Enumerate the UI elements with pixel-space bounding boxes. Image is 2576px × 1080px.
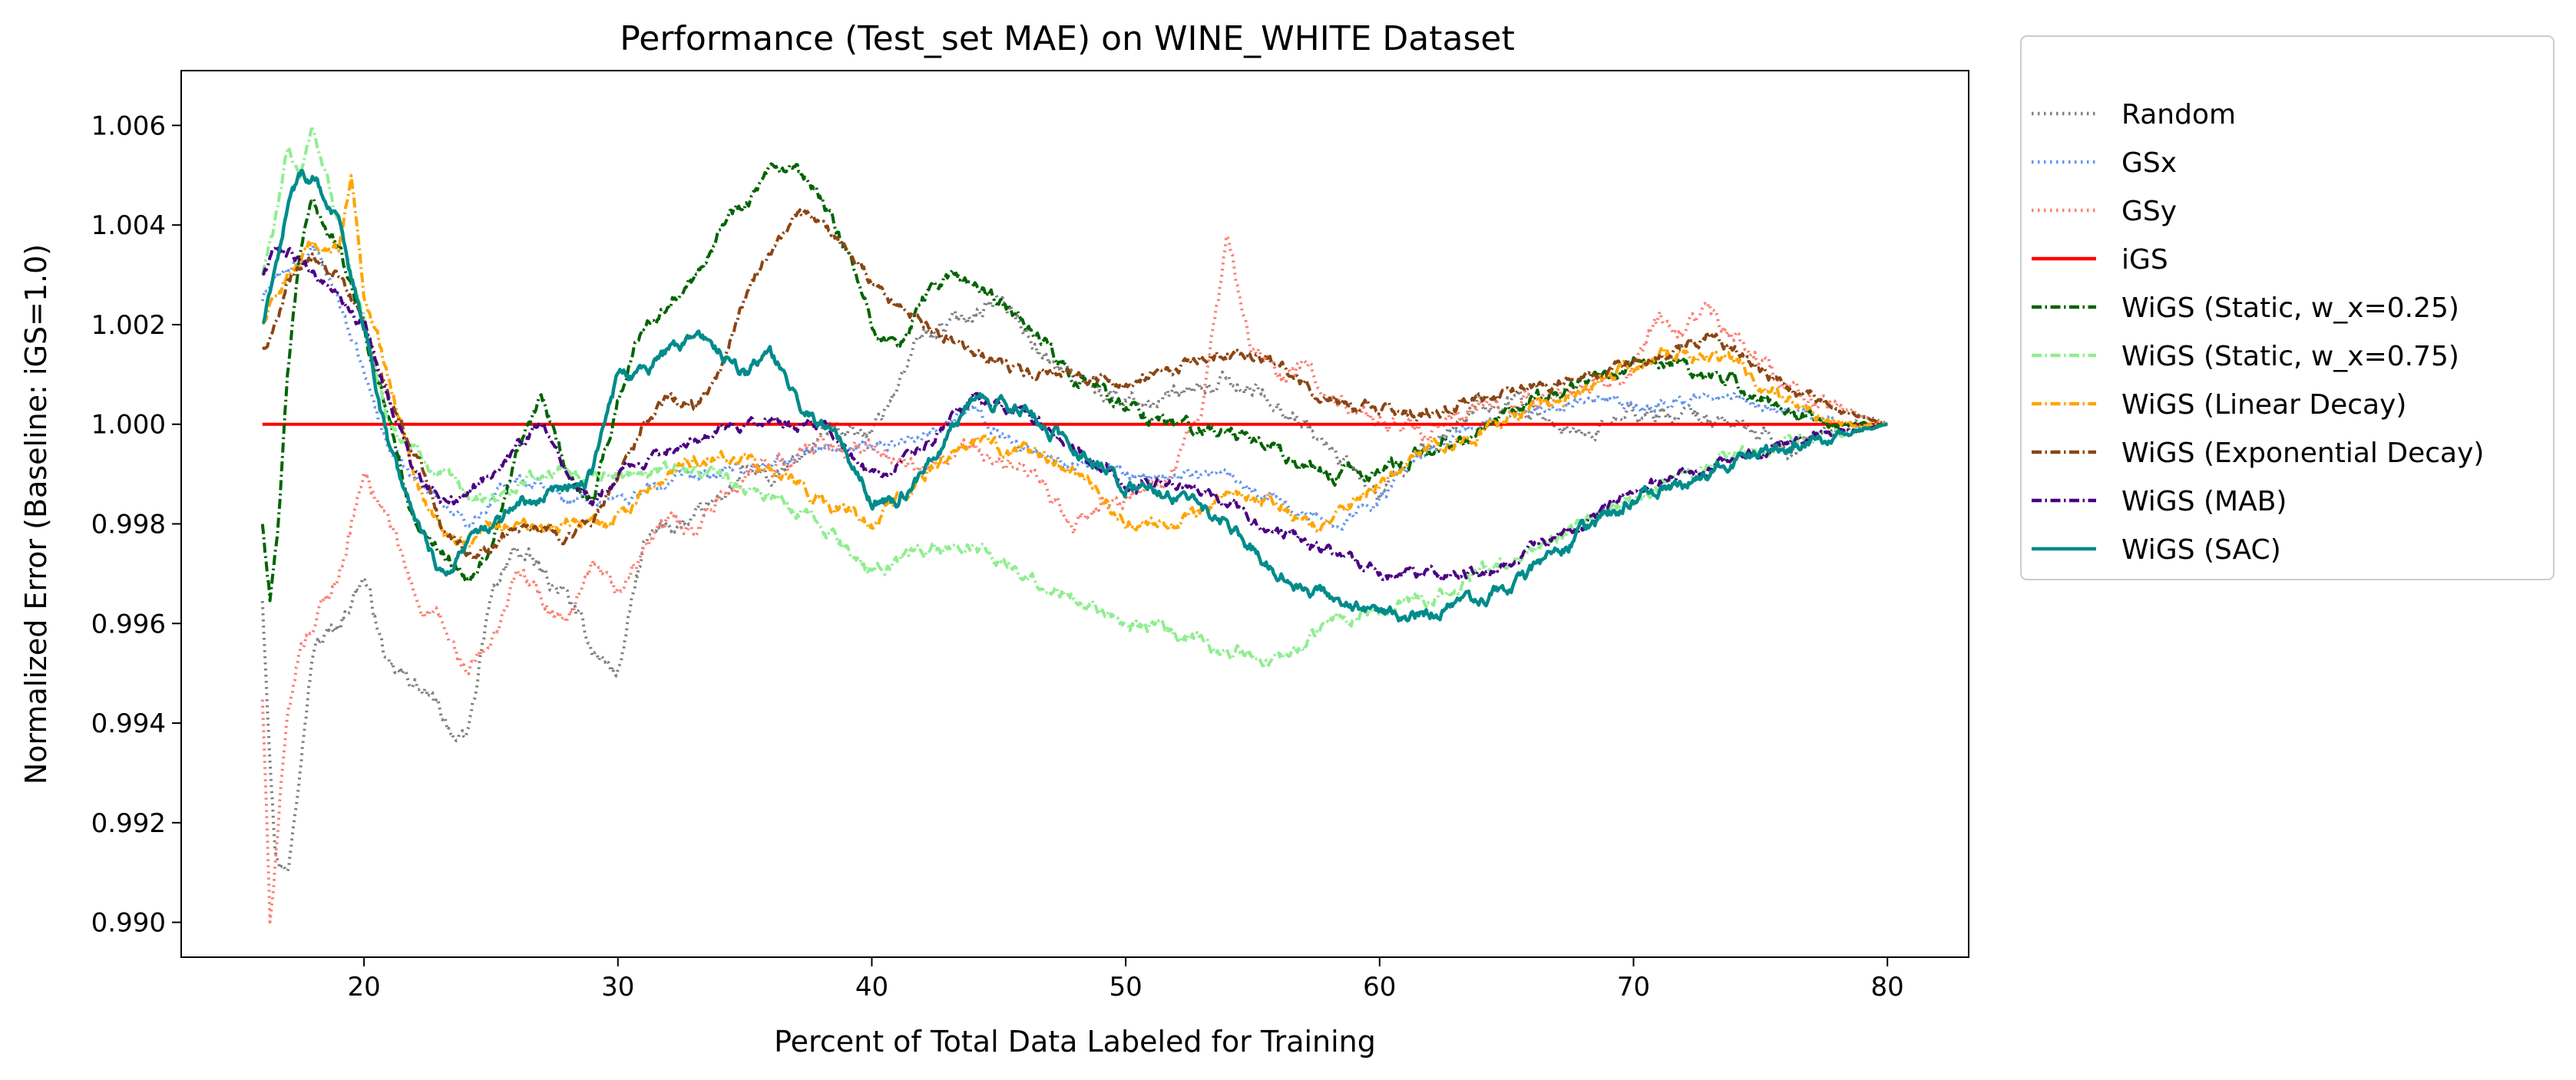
series-line-wigs-static-w-x-0-25	[260, 162, 1888, 603]
x-tick-label: 60	[1363, 972, 1396, 1002]
legend-label-igs: iGS	[2121, 244, 2168, 276]
y-tick-label: 1.006	[91, 111, 166, 141]
y-tick-label: 1.002	[91, 310, 166, 341]
plot-lines	[260, 127, 1889, 924]
y-tick-label: 1.000	[91, 410, 166, 441]
series-line-gsx	[260, 243, 1888, 531]
legend-label-gsx: GSx	[2121, 147, 2177, 179]
y-tick-label: 0.996	[91, 609, 166, 639]
x-tick-label: 50	[1109, 972, 1143, 1002]
series-line-gsy	[260, 234, 1888, 924]
x-tick-label: 20	[347, 972, 380, 1002]
series-line-wigs-sac	[262, 168, 1888, 623]
legend-label-wigs-linear-decay: WiGS (Linear Decay)	[2121, 389, 2406, 421]
legend-label-wigs-static-w-x-0-25: WiGS (Static, w_x=0.25)	[2121, 292, 2459, 324]
legend-label-wigs-mab: WiGS (MAB)	[2121, 486, 2287, 517]
x-tick-label: 30	[601, 972, 634, 1002]
legend-label-wigs-static-w-x-0-75: WiGS (Static, w_x=0.75)	[2121, 341, 2459, 372]
series-line-wigs-mab	[261, 244, 1888, 581]
y-tick-label: 1.004	[91, 210, 166, 241]
y-tick-label: 0.998	[91, 509, 166, 540]
legend-label-wigs-exponential-decay: WiGS (Exponential Decay)	[2121, 438, 2484, 469]
series-line-wigs-exponential-decay	[262, 208, 1888, 560]
legend-label-wigs-sac: WiGS (SAC)	[2121, 534, 2281, 566]
chart-title: Performance (Test_set MAE) on WINE_WHITE…	[620, 19, 1514, 58]
legend-label-random: Random	[2121, 99, 2236, 130]
legend-label-gsy: GSy	[2121, 196, 2177, 227]
series-line-wigs-static-w-x-0-75	[260, 127, 1888, 668]
x-axis-label: Percent of Total Data Labeled for Traini…	[774, 1025, 1376, 1059]
y-axis: 0.990 0.992 0.994 0.996 0.998 1.000 1.002 1.004…	[91, 111, 181, 939]
x-tick-label: 70	[1617, 972, 1650, 1002]
y-tick-label: 0.990	[91, 908, 166, 939]
legend: Random GSx GSy iGS WiGS (Static, w_x=0.25) Wi…	[2020, 35, 2555, 580]
plot-frame	[180, 70, 1969, 958]
x-tick-label: 40	[855, 972, 888, 1002]
x-axis: 20 30 40 50 60 70 80	[347, 957, 1904, 1002]
x-tick-label: 80	[1871, 972, 1904, 1002]
y-axis-label: Normalized Error (Baseline: iGS=1.0)	[19, 244, 53, 784]
series-line-random	[260, 293, 1889, 873]
legend-frame	[2020, 35, 2555, 580]
y-tick-label: 0.994	[91, 708, 166, 739]
y-tick-label: 0.992	[91, 808, 166, 839]
